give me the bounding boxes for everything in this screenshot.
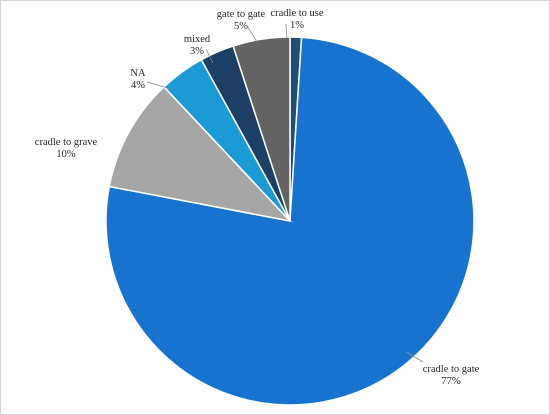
leader-line: [146, 81, 172, 90]
leader-line: [247, 26, 258, 43]
slice-label: cradle to grave: [35, 137, 98, 148]
slice-label: gate to gate: [217, 9, 266, 20]
leader-line: [285, 23, 288, 39]
slice-percent-label: 5%: [234, 21, 248, 32]
leader-line: [405, 351, 424, 363]
leader-line: [205, 48, 214, 64]
slice-percent-label: 1%: [290, 20, 304, 31]
slice-percent-label: 4%: [131, 80, 145, 91]
slice-percent-label: 3%: [190, 46, 204, 57]
pie-slice-cradle-to-grave: [108, 85, 293, 223]
slice-percent-label: 10%: [56, 149, 76, 160]
slice-percent-label: 77%: [441, 376, 461, 387]
slice-label: cradle to use: [270, 8, 323, 19]
slice-label: cradle to gate: [423, 364, 480, 375]
pie-slice-gate-to-gate: [232, 36, 291, 222]
slice-label: NA: [130, 68, 146, 79]
slice-label: mixed: [184, 34, 211, 45]
